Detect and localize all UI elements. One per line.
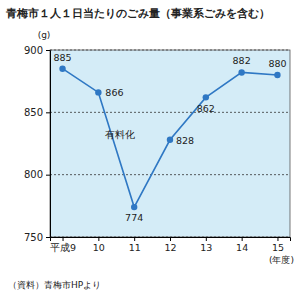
x-tick-mark: [242, 237, 243, 241]
x-axis-title: (年度): [269, 255, 294, 265]
series: [59, 66, 280, 211]
x-tick: 12: [164, 237, 176, 253]
y-tick: 850: [24, 107, 50, 118]
data-label: 866: [105, 87, 123, 98]
y-tick: 750: [24, 232, 50, 243]
marker: [203, 94, 209, 100]
data-label: 882: [233, 55, 251, 66]
data-label: 862: [197, 103, 215, 114]
x-tick: 10: [93, 237, 105, 253]
data-label: 774: [125, 212, 143, 223]
y-tick-mark: [46, 237, 50, 238]
y-tick: 900: [24, 45, 50, 56]
marker: [131, 204, 137, 210]
y-axis-title: (g): [38, 30, 51, 40]
data-label: 880: [268, 58, 286, 69]
x-tick-mark: [170, 237, 171, 241]
marker: [59, 66, 65, 72]
plot-area: [50, 50, 290, 237]
marker: [95, 89, 101, 95]
x-tick: 平成9: [50, 237, 76, 253]
y-tick-mark: [46, 50, 50, 51]
x-tick-label: 14: [236, 242, 248, 253]
x-tick: 11: [129, 237, 141, 253]
data-labels: 885 866 774 828 862 882 880: [53, 52, 286, 223]
plot-frame: [50, 50, 290, 237]
source: （資料）青梅市HPより: [8, 280, 101, 290]
y-tick-label: 900: [24, 45, 43, 56]
data-label: 885: [53, 52, 71, 63]
y-axis-line: [46, 51, 51, 238]
grid-line: [50, 112, 290, 113]
x-axis: 平成9 10 11 12 13 14 15: [50, 237, 290, 253]
x-tick-mark: [63, 237, 64, 241]
x-tick-label: 平成9: [50, 242, 76, 253]
grid: [50, 50, 290, 237]
marker: [167, 137, 173, 143]
y-tick-mark: [46, 112, 50, 113]
title: 青梅市１人１日当たりのごみ量（事業系ごみを含む）: [5, 7, 270, 20]
background: [0, 0, 301, 297]
x-tick: 14: [236, 237, 248, 253]
x-axis-line: [51, 238, 291, 242]
line: [63, 69, 278, 207]
x-tick-mark: [277, 237, 278, 241]
x-tick-mark: [98, 237, 99, 241]
y-tick-label: 850: [24, 107, 43, 118]
chart: 青梅市１人１日当たりのごみ量（事業系ごみを含む） 750 800 850 900 平成9 1…: [0, 0, 301, 297]
x-tick: 15: [272, 237, 284, 253]
x-tick-label: 13: [200, 242, 212, 253]
x-tick-mark: [206, 237, 207, 241]
y-tick-label: 750: [24, 232, 43, 243]
x-tick-label: 11: [129, 242, 141, 253]
x-tick-mark: [134, 237, 135, 241]
x-tick: 13: [200, 237, 212, 253]
y-tick-label: 800: [24, 169, 43, 180]
annotation: 有料化: [105, 129, 135, 140]
y-tick-mark: [46, 175, 50, 176]
x-tick-label: 15: [272, 242, 284, 253]
y-axis: 750 800 850 900: [24, 45, 51, 243]
data-label: 828: [176, 135, 194, 146]
y-tick: 800: [24, 169, 50, 180]
marker: [238, 69, 244, 75]
grid-line: [50, 174, 290, 175]
marker: [274, 72, 280, 78]
x-tick-label: 10: [93, 242, 105, 253]
x-tick-label: 12: [164, 242, 176, 253]
